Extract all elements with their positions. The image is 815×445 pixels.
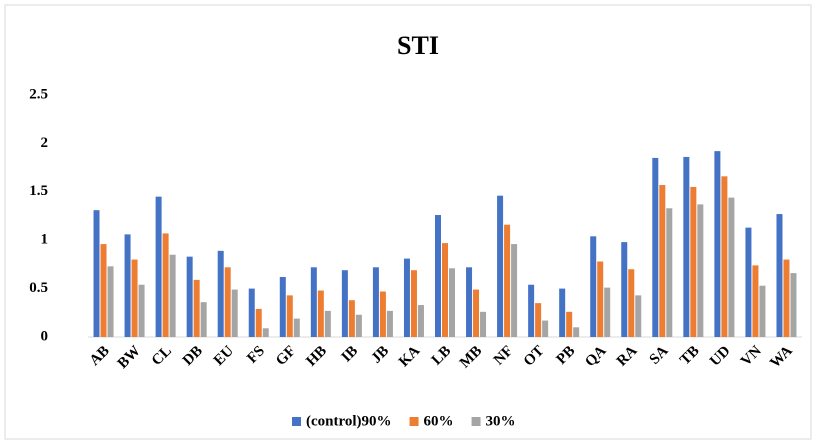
bar: [410, 270, 417, 337]
bar: [224, 267, 231, 337]
bar: [542, 320, 549, 337]
bar: [217, 250, 224, 337]
bar: [379, 291, 386, 337]
bar: [504, 224, 511, 337]
bar: [403, 258, 410, 337]
bar: [790, 273, 797, 337]
bar: [162, 233, 169, 337]
bar: [262, 328, 269, 337]
y-tick-label: 0: [41, 328, 49, 344]
bar: [721, 176, 728, 337]
bar: [169, 254, 176, 337]
bar: [597, 261, 604, 337]
y-tick-label: 1.5: [29, 183, 48, 199]
y-tick-label: 0.5: [29, 280, 48, 296]
bar: [324, 310, 331, 337]
bar: [635, 295, 642, 337]
bar: [107, 266, 114, 337]
bar: [155, 196, 162, 337]
legend-swatch: [292, 417, 301, 426]
bar: [341, 270, 348, 337]
bar: [248, 288, 255, 337]
bar: [124, 234, 131, 337]
bar: [449, 268, 455, 337]
bar: [200, 302, 207, 337]
legend-label: 60%: [424, 413, 454, 429]
bar: [683, 156, 690, 337]
bar: [566, 311, 573, 337]
bar: [372, 267, 379, 337]
bar: [100, 244, 107, 337]
bar: [286, 295, 293, 337]
bar: [231, 289, 238, 337]
y-tick-label: 2: [41, 135, 49, 151]
bar: [559, 288, 566, 337]
bar: [528, 284, 535, 337]
bar: [621, 242, 628, 337]
bar: [690, 186, 697, 337]
legend-swatch: [409, 417, 419, 426]
bar: [573, 327, 580, 337]
bar: [497, 195, 504, 337]
bar: [310, 267, 317, 337]
bar: [386, 310, 393, 337]
legend-label: 30%: [486, 413, 516, 429]
bar: [93, 210, 100, 337]
chart-title: STI: [397, 31, 439, 60]
bar: [714, 151, 721, 337]
bar: [355, 314, 362, 337]
bar: [131, 259, 138, 337]
bar: [473, 289, 480, 337]
bar: [435, 215, 441, 337]
bar: [590, 236, 597, 337]
bar: [279, 276, 286, 337]
y-tick-label: 1: [41, 232, 49, 248]
bar: [193, 279, 200, 337]
bar: [666, 208, 673, 337]
bar: [417, 305, 424, 337]
bar: [752, 265, 759, 337]
bar: [293, 318, 300, 337]
bar: [745, 227, 752, 337]
bar: [759, 285, 766, 337]
bar: [783, 259, 790, 337]
bar: [659, 185, 666, 337]
bar: [628, 269, 635, 337]
bar: [652, 157, 659, 337]
bar: [511, 244, 518, 337]
bar: [604, 287, 611, 337]
legend-swatch: [471, 417, 481, 426]
bar: [776, 214, 783, 337]
bar: [317, 290, 324, 337]
bar: [480, 311, 487, 337]
bar: [186, 256, 193, 337]
bar: [442, 243, 448, 337]
bar: [466, 267, 473, 337]
bar: [255, 308, 262, 337]
bar: [535, 303, 542, 337]
bar: [728, 197, 735, 337]
bar: [697, 204, 704, 337]
bar: [348, 300, 355, 337]
bar: [138, 284, 145, 337]
chart-border: [4, 4, 812, 440]
y-tick-label: 2.5: [29, 86, 48, 102]
legend-label: (control)90%: [306, 413, 392, 429]
